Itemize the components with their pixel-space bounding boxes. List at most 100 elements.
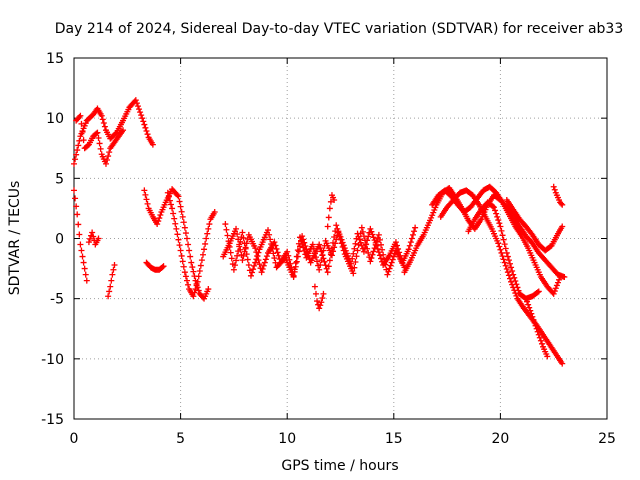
data-point [241, 240, 248, 247]
data-point [499, 232, 506, 239]
data-point [254, 252, 261, 259]
data-point [111, 261, 118, 268]
data-point [179, 213, 186, 220]
data-point [317, 302, 324, 309]
series-arc-8 [164, 189, 218, 300]
data-point [291, 268, 298, 275]
data-point [301, 239, 308, 246]
data-point [175, 193, 182, 200]
data-point [556, 276, 563, 283]
data-point [351, 264, 358, 271]
y-tick-label: 15 [46, 51, 64, 67]
data-point [98, 112, 105, 119]
series-arc-19 [550, 183, 566, 208]
data-points [71, 97, 568, 367]
data-point [196, 267, 203, 274]
data-point [333, 222, 340, 229]
data-point [557, 274, 564, 281]
data-point [368, 255, 375, 262]
data-point [502, 245, 509, 252]
data-point [271, 255, 278, 262]
data-point [300, 236, 307, 243]
data-point [144, 131, 151, 138]
data-point [80, 137, 87, 144]
data-point [407, 239, 414, 246]
data-point [177, 203, 184, 210]
data-point [198, 257, 205, 264]
data-point [260, 262, 267, 269]
data-point [510, 271, 517, 278]
data-point [170, 210, 177, 217]
data-point [230, 266, 237, 273]
data-point [252, 259, 259, 266]
data-point [360, 248, 367, 255]
x-axis-label: GPS time / hours [281, 458, 398, 474]
data-point [180, 263, 187, 270]
data-point [132, 97, 139, 104]
data-point [244, 256, 251, 263]
data-point [71, 187, 77, 194]
data-point [190, 293, 197, 300]
data-point [240, 252, 247, 259]
data-point [78, 120, 85, 127]
series-arc-13 [401, 184, 568, 281]
data-point [106, 149, 113, 156]
data-point [373, 238, 380, 245]
data-point [352, 240, 359, 247]
data-point [353, 253, 360, 260]
data-point [527, 307, 534, 314]
x-tick-label: 5 [176, 431, 185, 447]
data-point [359, 228, 366, 235]
data-point [497, 223, 504, 230]
data-point [382, 261, 389, 268]
data-point [321, 258, 328, 265]
data-point [290, 274, 297, 281]
data-point [489, 203, 496, 210]
data-point [109, 271, 116, 278]
y-tick-label: 0 [55, 232, 64, 248]
data-point [76, 113, 83, 120]
data-point [155, 218, 162, 225]
data-point [495, 240, 502, 247]
data-point [327, 198, 334, 205]
data-point [378, 255, 385, 262]
x-tick-label: 15 [385, 431, 403, 447]
data-point [72, 195, 79, 202]
data-point [110, 266, 117, 273]
data-point [195, 287, 202, 294]
data-point [256, 261, 263, 268]
data-point [322, 262, 329, 269]
data-point [90, 233, 97, 240]
data-point [508, 278, 515, 285]
data-point [364, 245, 371, 252]
data-point [164, 189, 171, 196]
data-point [252, 245, 259, 252]
data-point [176, 242, 183, 249]
data-point [108, 277, 115, 284]
data-point [76, 137, 83, 144]
data-point [559, 223, 566, 230]
data-point [350, 270, 357, 277]
data-point [237, 238, 244, 245]
data-point [406, 242, 413, 249]
data-point [144, 200, 151, 207]
data-point [247, 272, 254, 279]
data-point [77, 112, 84, 119]
y-tick-label: -10 [41, 352, 64, 368]
data-point [512, 278, 519, 285]
data-point [317, 261, 324, 268]
data-point [85, 239, 92, 246]
data-point [532, 322, 539, 329]
data-point [360, 233, 367, 240]
data-point [534, 289, 541, 296]
data-point [336, 233, 343, 240]
data-point [81, 265, 88, 272]
data-point [294, 253, 301, 260]
data-point [393, 242, 400, 249]
data-point [352, 258, 359, 265]
data-point [206, 221, 213, 228]
data-point [224, 232, 231, 239]
tick-labels: 0 5 10 15 20 25 -15 -10 -5 0 5 10 15 [41, 51, 616, 447]
data-point [370, 248, 377, 255]
data-point [499, 253, 506, 260]
